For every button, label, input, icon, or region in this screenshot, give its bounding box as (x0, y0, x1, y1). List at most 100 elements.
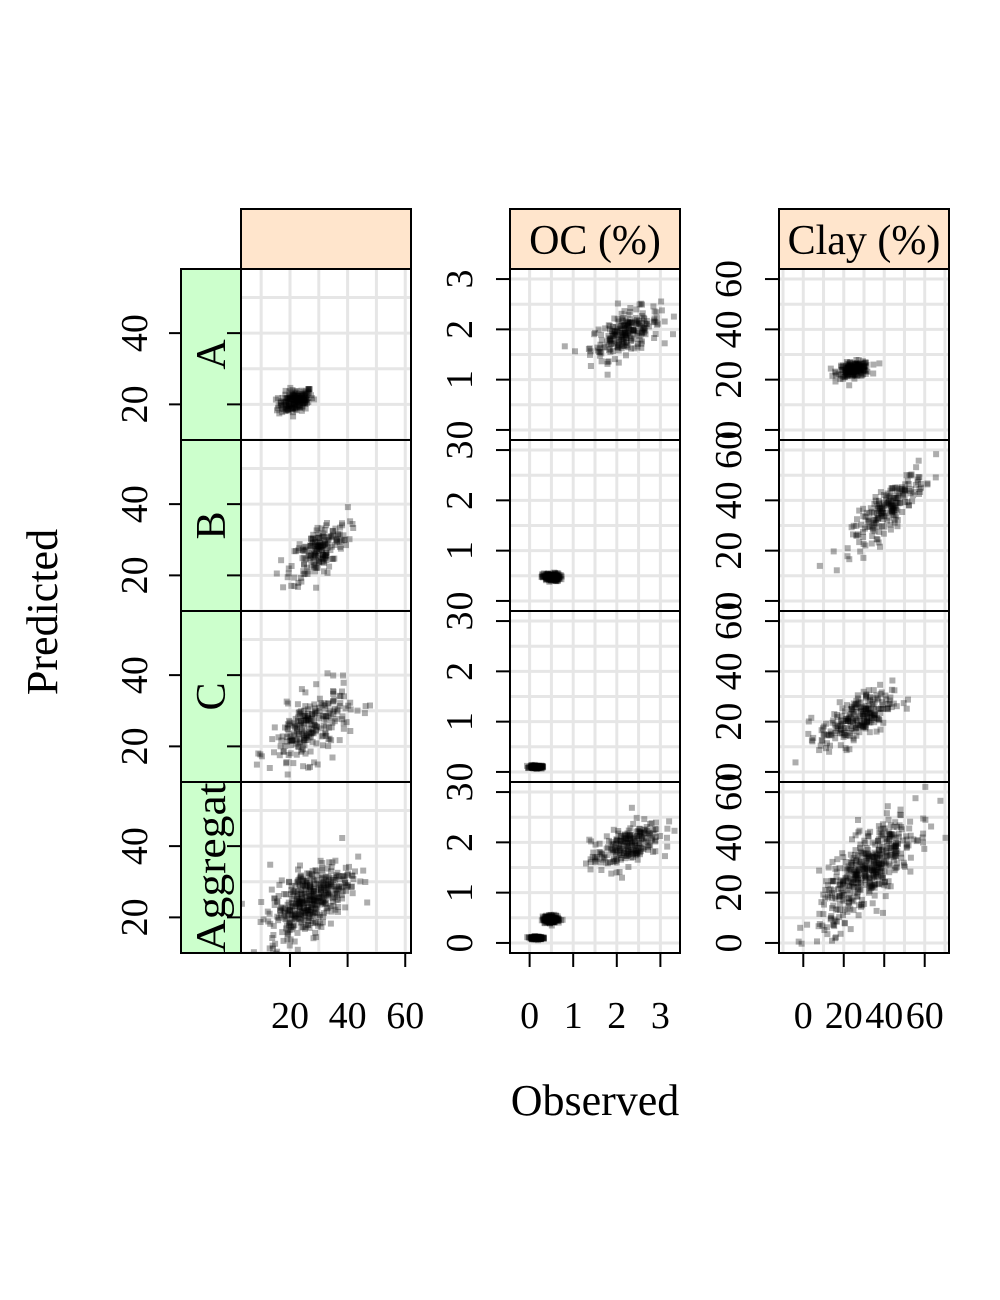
data-point (308, 896, 315, 903)
data-point (554, 917, 561, 924)
data-point (832, 865, 839, 872)
data-point (630, 326, 637, 333)
data-point (851, 867, 858, 874)
data-point (873, 728, 880, 735)
data-point (852, 366, 859, 373)
data-point (844, 371, 851, 378)
data-point (296, 391, 303, 397)
data-point (551, 916, 558, 923)
data-point (313, 919, 320, 925)
data-point (871, 500, 878, 507)
data-point (315, 534, 322, 541)
data-point (843, 365, 850, 372)
data-point (858, 874, 865, 881)
data-point (876, 829, 883, 836)
data-point (854, 692, 861, 699)
data-point (883, 852, 890, 859)
data-point (289, 396, 296, 403)
data-point (307, 542, 314, 549)
data-point (605, 332, 612, 339)
data-point (280, 937, 287, 944)
data-point (317, 857, 324, 864)
data-point (874, 864, 881, 870)
data-point (541, 919, 548, 926)
data-point (861, 713, 868, 720)
data-point (277, 908, 283, 914)
data-point (877, 865, 884, 871)
data-point (870, 713, 877, 720)
data-point (884, 842, 891, 849)
data-point (334, 708, 341, 715)
data-point (547, 918, 553, 925)
data-point (894, 484, 901, 491)
data-point (862, 722, 869, 729)
data-point (601, 854, 608, 861)
data-point (632, 842, 638, 849)
data-point (295, 903, 302, 910)
data-point (302, 731, 309, 738)
data-point (621, 323, 627, 329)
data-point (616, 844, 623, 851)
data-point (556, 572, 563, 579)
data-point (297, 891, 304, 898)
data-point (543, 917, 550, 924)
data-point (614, 316, 621, 323)
data-point (922, 783, 929, 790)
data-point (848, 364, 854, 371)
data-point (313, 896, 320, 903)
data-point (529, 764, 536, 771)
data-point (874, 696, 881, 703)
data-point (857, 699, 864, 706)
data-point (533, 934, 540, 941)
data-point (863, 692, 870, 699)
data-point (898, 854, 905, 861)
data-point (623, 352, 629, 359)
data-point (862, 363, 869, 369)
data-point (871, 849, 878, 856)
data-point (879, 821, 886, 828)
data-point (884, 853, 891, 860)
data-point (296, 881, 303, 888)
data-point (301, 560, 307, 567)
y-tick-label: 40 (114, 656, 156, 694)
data-point (855, 877, 862, 883)
data-point (300, 876, 307, 883)
data-point (287, 405, 294, 412)
data-point (645, 844, 652, 851)
data-point (831, 887, 838, 894)
y-tick-label: 1 (439, 370, 481, 389)
data-point (550, 917, 557, 924)
data-point (604, 358, 611, 365)
data-point (536, 934, 543, 941)
data-point (613, 837, 620, 844)
data-point (542, 917, 549, 923)
data-point (907, 868, 914, 875)
data-point (305, 720, 311, 727)
data-point (339, 873, 346, 880)
data-point (339, 835, 346, 841)
data-point (282, 724, 288, 731)
data-point (291, 888, 298, 895)
data-point (530, 764, 537, 771)
data-point (820, 725, 826, 732)
data-point (533, 935, 540, 942)
data-point (792, 759, 799, 766)
data-point (896, 489, 903, 496)
data-point (877, 710, 884, 716)
data-point (636, 832, 643, 839)
data-point (855, 363, 862, 370)
data-point (873, 502, 880, 509)
data-point (886, 830, 893, 837)
data-point (531, 933, 538, 940)
data-point (297, 710, 304, 717)
data-point (617, 844, 624, 851)
data-point (286, 922, 293, 929)
data-point (844, 365, 851, 371)
data-point (559, 916, 566, 923)
data-point (528, 762, 535, 769)
data-point (336, 737, 343, 744)
data-point (303, 396, 310, 403)
data-point (641, 816, 648, 823)
data-point (630, 834, 637, 841)
data-point (830, 878, 837, 885)
